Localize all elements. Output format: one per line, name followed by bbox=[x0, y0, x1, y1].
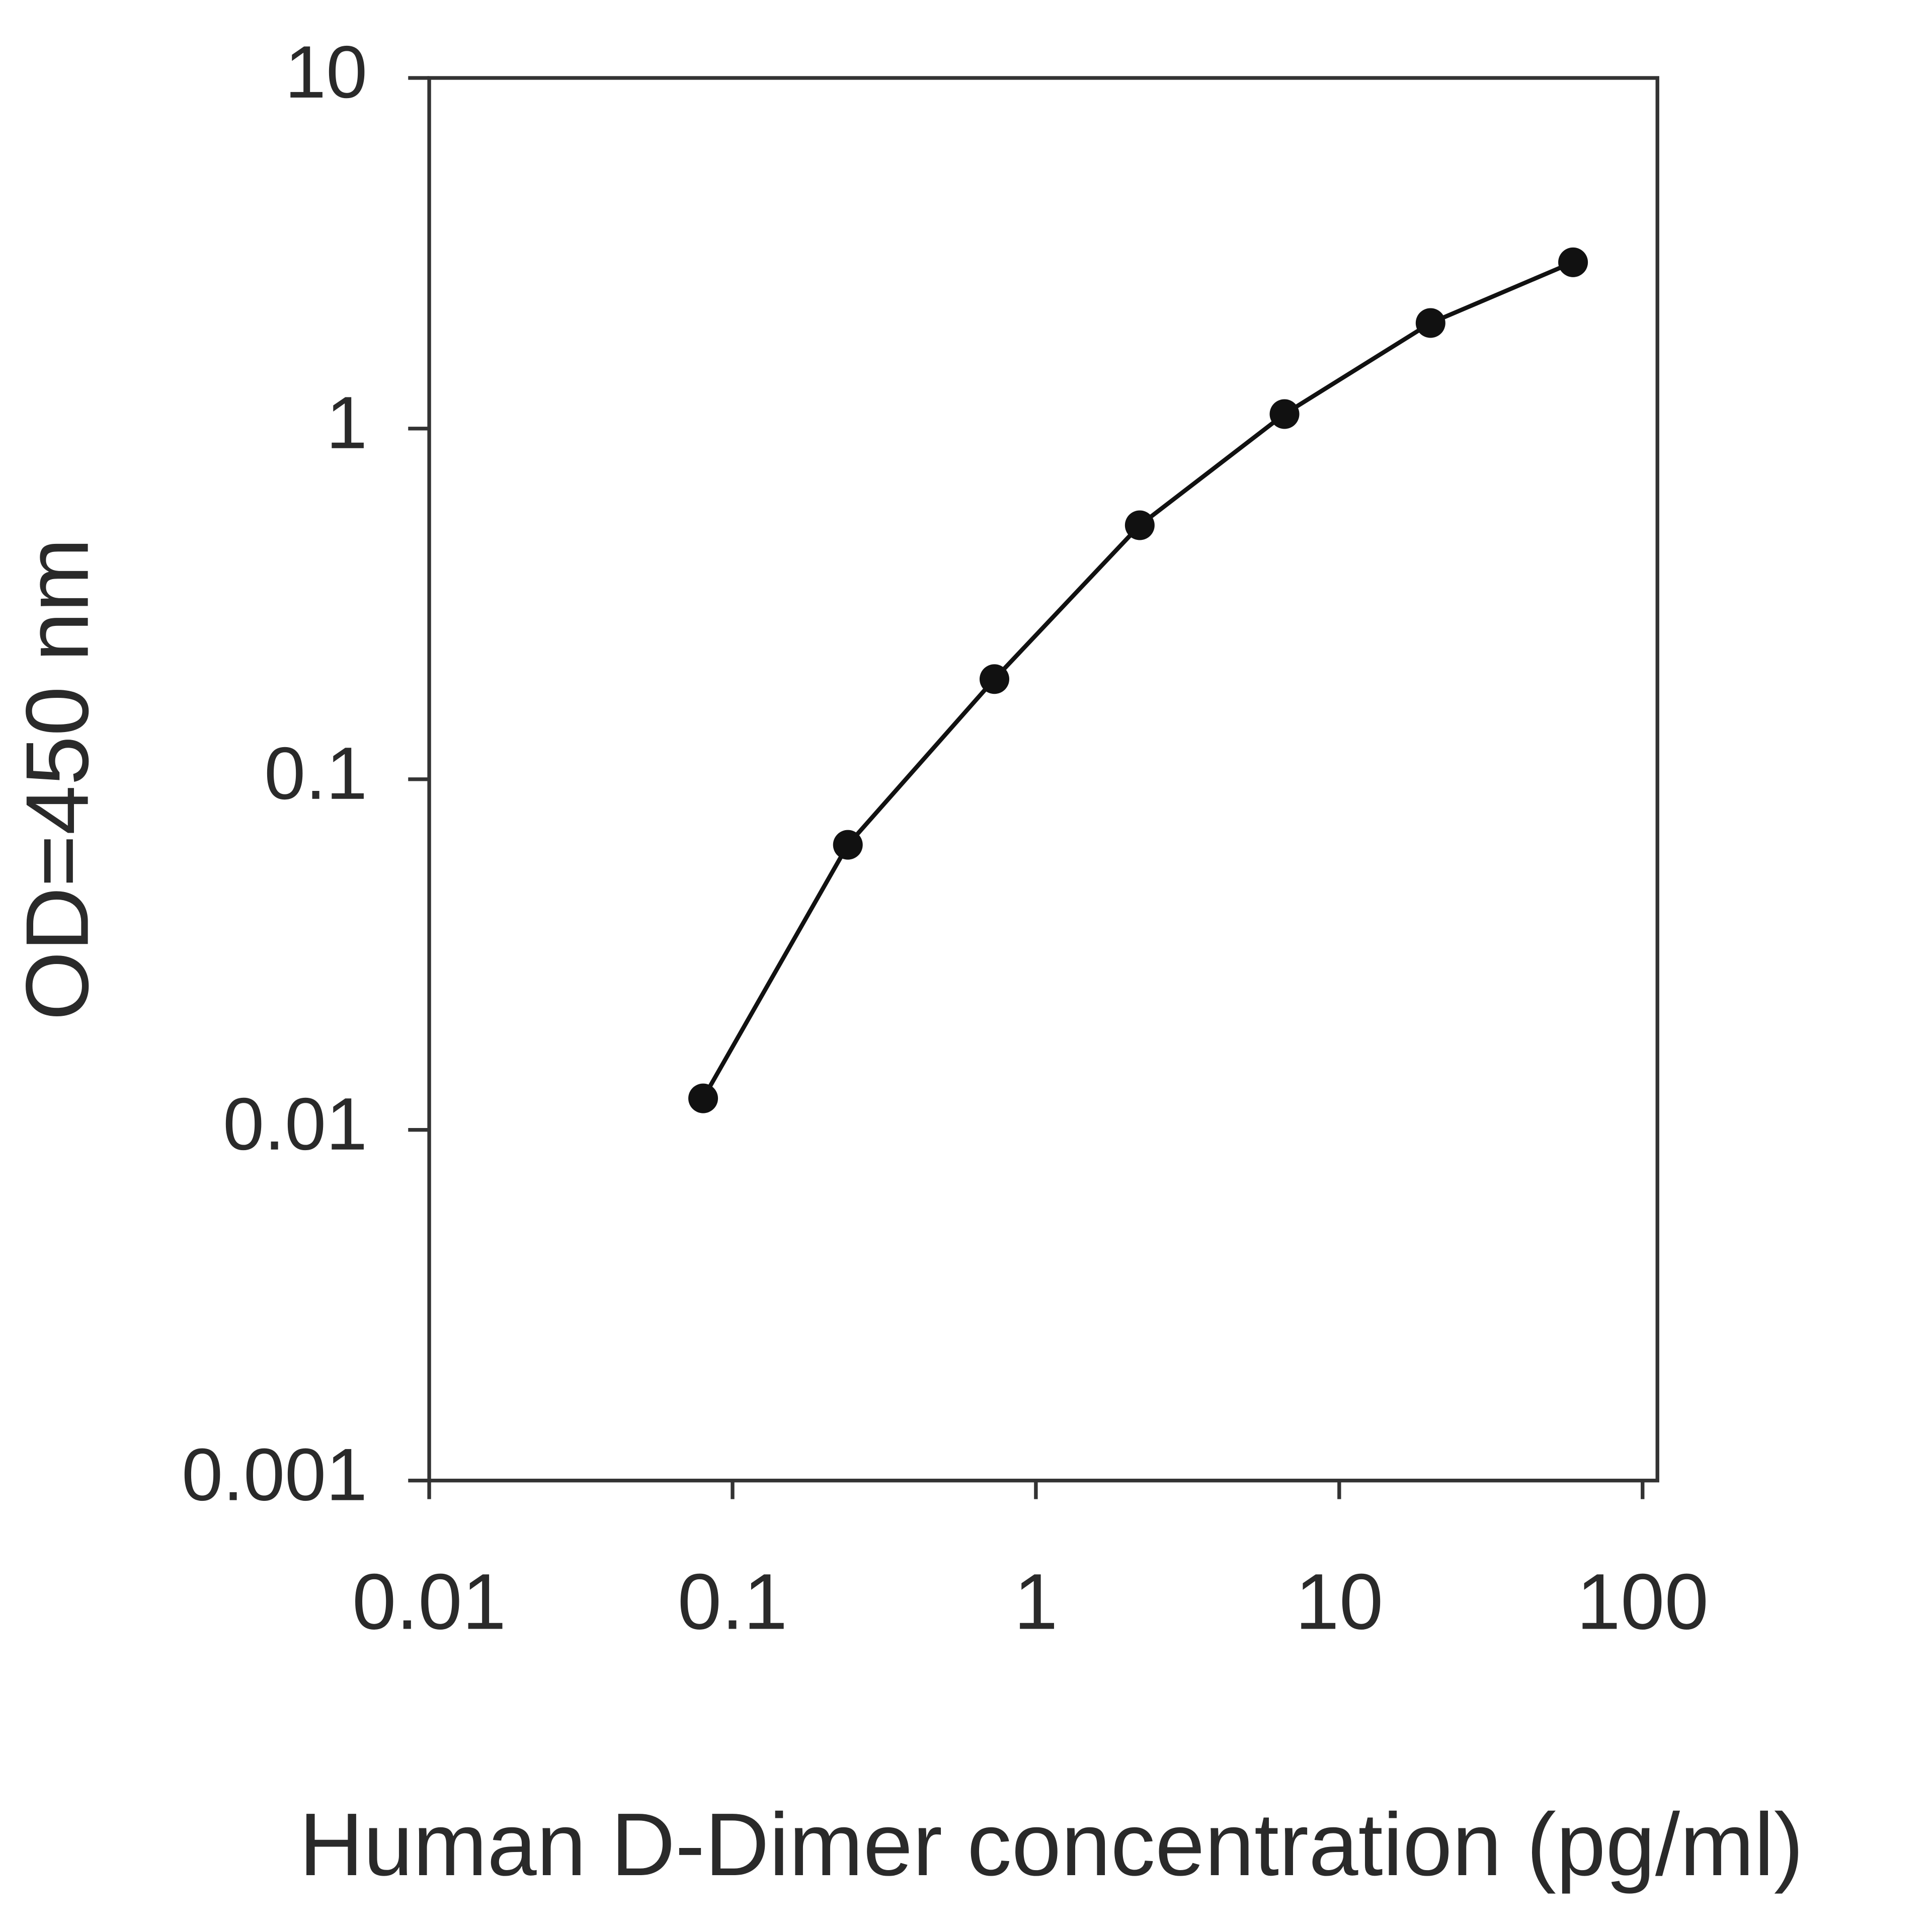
x-tick-label: 0.01 bbox=[352, 1558, 506, 1646]
x-tick-label: 10 bbox=[1295, 1558, 1383, 1646]
y-tick-label: 1 bbox=[326, 381, 367, 464]
y-tick-label: 10 bbox=[285, 31, 367, 114]
x-tick-label: 1 bbox=[1014, 1558, 1058, 1646]
x-tick-label: 0.1 bbox=[678, 1558, 788, 1646]
y-tick-label: 0.1 bbox=[264, 732, 367, 815]
data-point bbox=[979, 664, 1009, 694]
data-point bbox=[1124, 510, 1155, 540]
x-axis-label: Human D-Dimer concentration (pg/ml) bbox=[299, 1795, 1804, 1894]
y-tick-label: 0.001 bbox=[182, 1433, 367, 1516]
plot-frame bbox=[427, 76, 1659, 1483]
x-tick-label: 100 bbox=[1576, 1558, 1709, 1646]
data-point bbox=[1415, 308, 1445, 338]
data-point bbox=[1558, 247, 1588, 277]
data-point bbox=[833, 830, 863, 860]
series-line bbox=[701, 260, 1574, 1100]
y-tick-label: 0.01 bbox=[223, 1083, 367, 1166]
y-axis-label: OD=450 nm bbox=[8, 538, 107, 1020]
data-point bbox=[1269, 399, 1300, 429]
data-point bbox=[688, 1083, 718, 1113]
